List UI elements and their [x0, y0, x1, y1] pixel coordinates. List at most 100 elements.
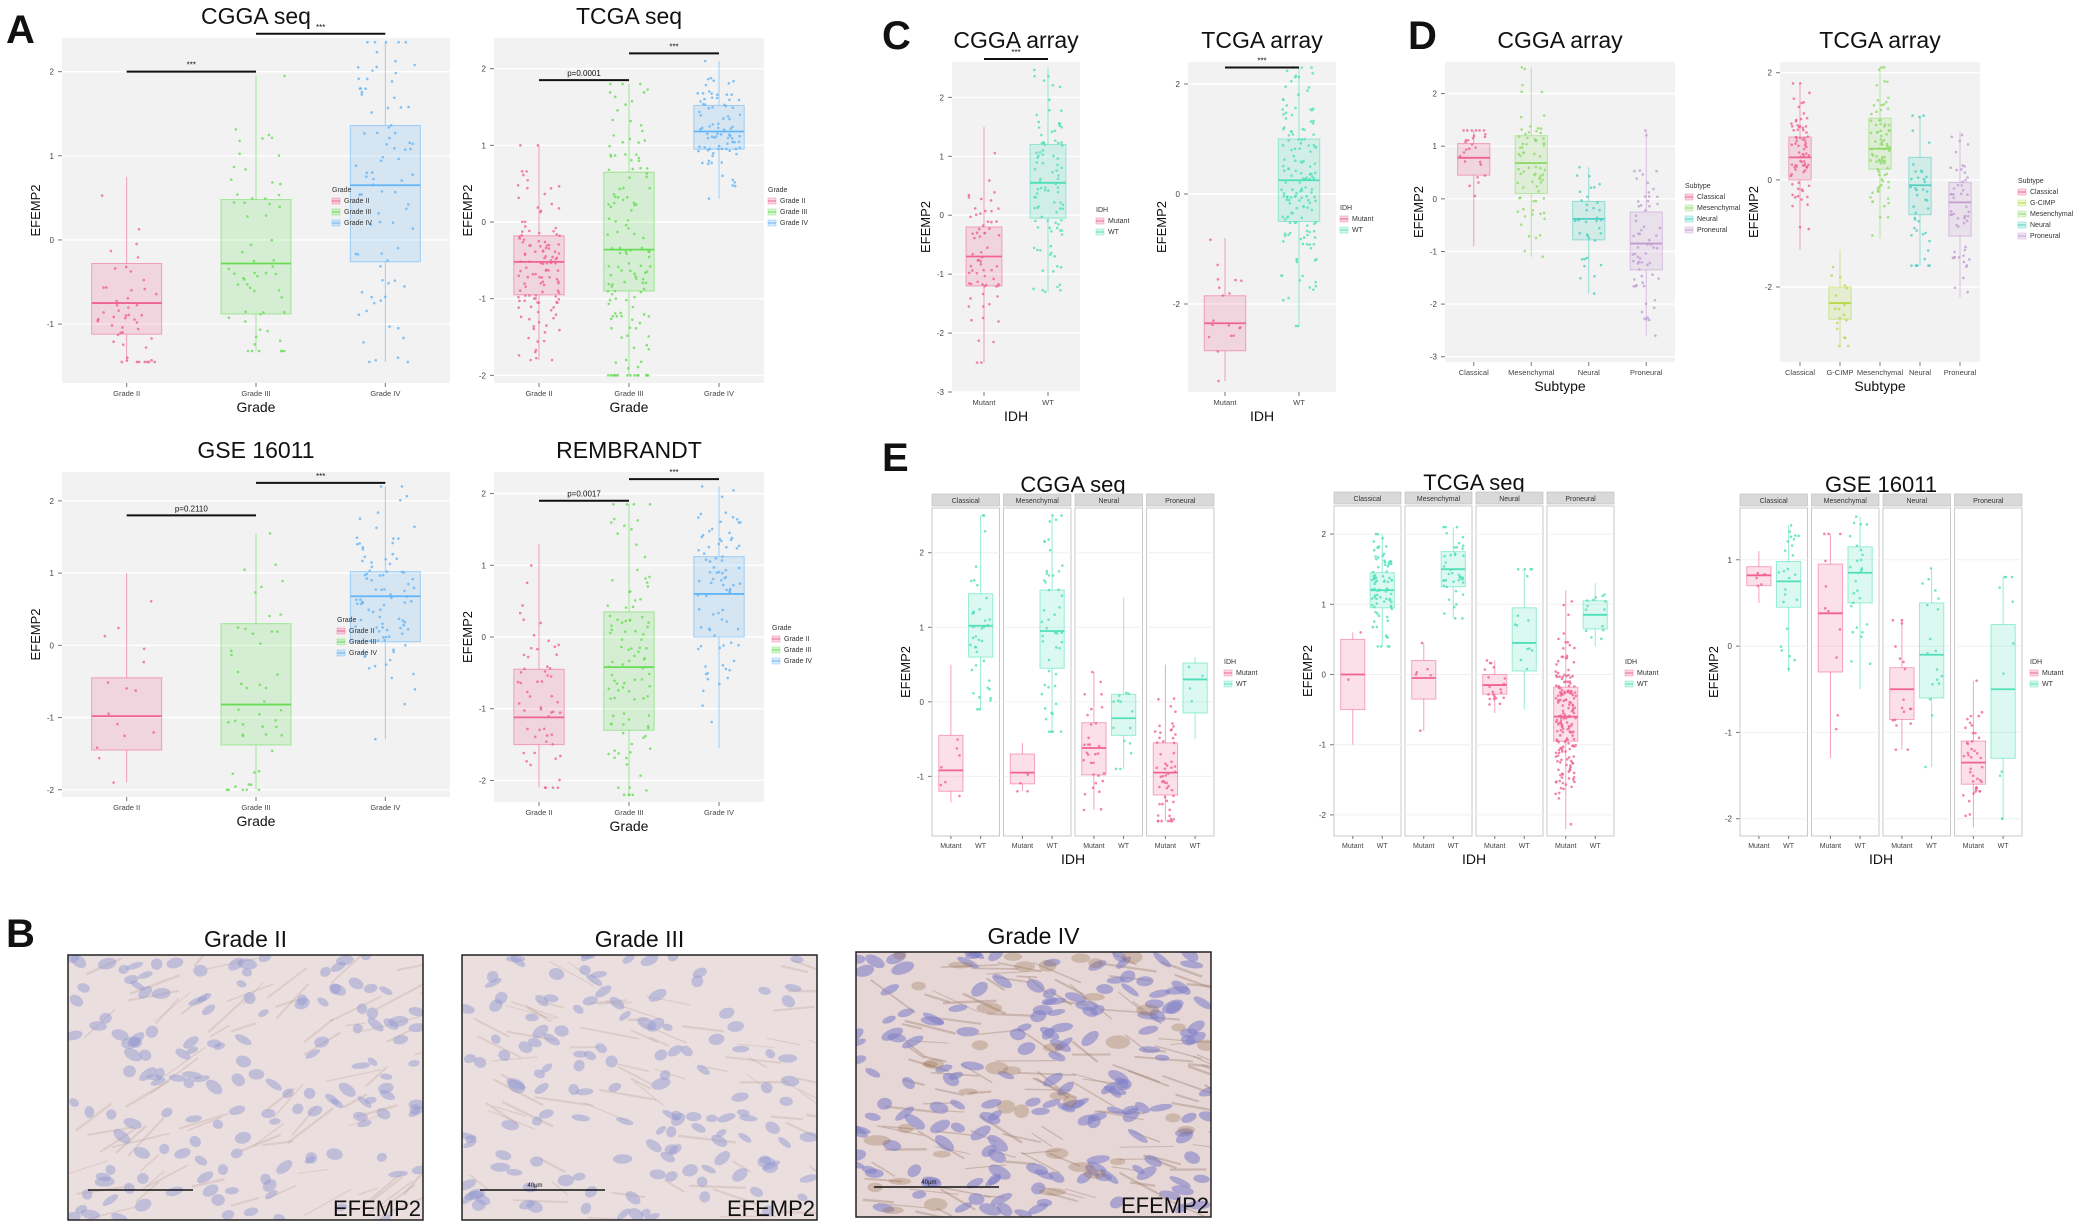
- box-grade-iii-point: [240, 682, 243, 686]
- box-wt-point: [1053, 201, 1056, 204]
- tissue-fiber: [511, 1001, 560, 1019]
- box-grade-iii-point: [641, 281, 645, 285]
- cell-nucleus: [229, 1105, 246, 1116]
- box-mutant-point: [1572, 771, 1576, 775]
- box-mutant-point: [1962, 754, 1966, 758]
- box-mutant-point: [1564, 640, 1567, 644]
- box-wt-point: [1055, 646, 1058, 649]
- box-wt-point: [1791, 554, 1795, 557]
- box-grade-iv-point: [699, 644, 703, 648]
- box-neural-point: [1928, 264, 1931, 267]
- box-mutant-point: [996, 295, 999, 298]
- box-grade-iv-point: [361, 600, 364, 604]
- box-grade-iv-point: [381, 573, 385, 577]
- box-wt-point: [1603, 608, 1606, 611]
- box-mutant-point: [1898, 657, 1902, 660]
- box-mutant-point: [1756, 571, 1760, 575]
- box-wt-point: [1060, 218, 1063, 222]
- box-mutant-point: [967, 282, 971, 285]
- cell-nucleus: [622, 955, 635, 964]
- box-grade-iii-point: [227, 316, 231, 319]
- box-wt-point: [1308, 230, 1311, 234]
- chart-title: TCGA array: [1201, 27, 1323, 53]
- cell-nucleus: [1034, 1169, 1054, 1180]
- box-mutant-point: [1966, 751, 1970, 755]
- box-grade-iv-point: [735, 547, 739, 550]
- box-grade-iii-point: [636, 519, 640, 522]
- brown-stain: [922, 1060, 938, 1068]
- box-wt-point: [1284, 85, 1287, 88]
- box-neural-point: [1599, 218, 1603, 222]
- box-grade-iii-point: [613, 749, 616, 752]
- box-wt-point: [1058, 606, 1061, 609]
- box-grade-iv-point: [357, 77, 361, 81]
- cell-nucleus: [151, 988, 171, 999]
- box-neural-point: [1926, 249, 1930, 252]
- x-tick-label: Mutant: [1342, 843, 1363, 850]
- cell-nucleus: [667, 955, 679, 962]
- scale-bar-label: 40μm: [527, 1183, 542, 1189]
- box-mesenchymal-point: [1522, 207, 1525, 211]
- box-mutant-point: [970, 269, 974, 272]
- cell-nucleus: [494, 991, 508, 1005]
- box-grade-ii-point: [529, 763, 532, 767]
- box-grade-iii-point: [233, 272, 236, 275]
- cell-nucleus: [364, 1096, 377, 1104]
- box-wt-point: [1442, 584, 1446, 588]
- box-grade-iii-point: [259, 642, 262, 645]
- legend-label: Grade IV: [349, 650, 377, 657]
- box-grade-ii-point: [517, 354, 521, 357]
- box-grade-iii-point: [610, 624, 613, 628]
- box-wt-point: [1041, 149, 1045, 152]
- box-grade-ii-point: [125, 687, 128, 690]
- box-mutant-point: [1977, 736, 1981, 740]
- box-wt-point: [1057, 223, 1060, 226]
- brown-stain: [1002, 1066, 1021, 1075]
- legend-label: Grade II: [349, 628, 374, 635]
- box-g-cimp-point: [1845, 318, 1848, 322]
- cell-nucleus: [1082, 1006, 1098, 1017]
- box-wt-point: [1782, 600, 1785, 604]
- tissue-fiber: [1119, 1145, 1174, 1148]
- box-grade-iv-point: [721, 583, 725, 587]
- box-grade-iv-point: [732, 583, 735, 587]
- cell-nucleus: [495, 1150, 512, 1161]
- box-wt-point: [1377, 545, 1381, 548]
- box-grade-iii-point: [247, 783, 251, 786]
- box-grade-iv-point: [406, 627, 410, 631]
- box-mesenchymal-point: [1874, 123, 1878, 127]
- y-tick-label: 0: [50, 641, 55, 650]
- box-mutant-point: [1565, 721, 1569, 724]
- box-grade-iii-point: [625, 196, 629, 199]
- box-grade-iii-point: [608, 91, 612, 94]
- box-grade-iv-point: [367, 666, 371, 670]
- box-grade-ii-point: [557, 643, 561, 647]
- y-tick-label: 0: [1728, 642, 1733, 651]
- box-wt-point: [1047, 730, 1051, 733]
- box-grade-iv-point: [717, 144, 721, 148]
- box-wt-point: [1442, 579, 1445, 582]
- box-mutant-point: [986, 246, 989, 250]
- box-grade-iii-point: [253, 771, 256, 774]
- y-tick-label: 2: [50, 68, 55, 77]
- cell-nucleus: [654, 1049, 668, 1061]
- box-grade-iii-point: [279, 182, 282, 186]
- box-mutant-point: [1568, 643, 1572, 647]
- cell-nucleus: [94, 1176, 115, 1187]
- box-wt-point: [1313, 171, 1317, 175]
- box-mutant-point: [1556, 754, 1560, 757]
- cell-nucleus: [727, 1021, 744, 1032]
- box-proneural-point: [1632, 259, 1635, 263]
- box-mutant-point: [973, 207, 977, 210]
- box-grade-ii-point: [149, 599, 153, 603]
- box-wt-point: [1389, 562, 1393, 566]
- box-neural-point: [1915, 229, 1918, 232]
- cell-nucleus: [706, 1114, 718, 1123]
- box-wt-point: [1455, 525, 1459, 529]
- cell-nucleus: [506, 1169, 523, 1176]
- box-grade-ii-point: [97, 756, 101, 760]
- facet-strip: [1882, 493, 1951, 507]
- box-wt-point: [1313, 236, 1317, 239]
- box-wt-box: [1182, 662, 1208, 714]
- cell-nucleus: [912, 1190, 927, 1199]
